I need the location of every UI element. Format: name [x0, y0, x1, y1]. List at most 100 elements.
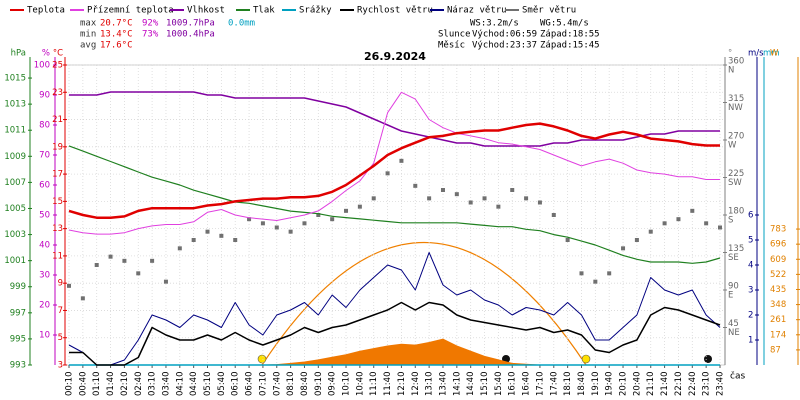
direction-point — [136, 271, 141, 276]
y-tick-label: 25 — [52, 61, 63, 71]
y-tick-label: 1005 — [4, 204, 26, 214]
x-tick-label: 21:10 — [646, 372, 656, 397]
x-tick-label: 14:40 — [466, 372, 476, 397]
x-tick-label: 01:40 — [106, 372, 116, 397]
y-tick-label: 1001 — [4, 256, 26, 266]
x-tick-label: 23:40 — [716, 372, 726, 397]
x-tick-label: 18:40 — [577, 372, 587, 397]
stat-label: avg — [80, 41, 96, 51]
series-line — [68, 252, 721, 366]
x-tick-label: 16:40 — [522, 372, 532, 397]
y-tick-label: 70 — [39, 151, 50, 161]
y-tick-label: 45 — [728, 319, 739, 329]
y-tick-label: 20 — [39, 301, 50, 311]
x-tick-label: 19:40 — [605, 372, 615, 397]
direction-point — [704, 221, 709, 226]
y-tick-label: 315 — [728, 94, 744, 104]
y-tick-label: 4 — [748, 261, 753, 271]
direction-point — [496, 204, 501, 209]
x-tick-label: 02:10 — [120, 372, 130, 397]
direction-point — [316, 213, 321, 217]
direction-point — [108, 254, 113, 259]
series-line — [68, 91, 720, 235]
x-tick-label: 05:10 — [203, 372, 213, 397]
y-tick-label: 40 — [39, 241, 50, 251]
x-tick-label: 06:10 — [231, 372, 241, 397]
legend-label: Tlak — [253, 6, 275, 16]
series-line — [68, 122, 720, 219]
y-tick-compass: NE — [728, 328, 740, 338]
x-tick-label: 15:10 — [480, 372, 490, 397]
y-tick-label: 3 — [748, 286, 753, 296]
y-tick-label: 348 — [770, 300, 786, 310]
x-tick-label: 15:40 — [494, 372, 504, 396]
direction-point — [524, 196, 529, 201]
direction-point — [371, 196, 376, 201]
direction-point — [440, 188, 445, 192]
x-tick-label: 20:10 — [619, 372, 629, 397]
axis-title: mm — [763, 49, 780, 59]
plot-area — [64, 64, 726, 366]
series-line — [69, 301, 721, 366]
direction-point — [634, 238, 639, 242]
direction-point — [621, 246, 626, 251]
direction-point — [67, 283, 71, 288]
y-tick-label: 522 — [770, 270, 786, 280]
stat-value: 13.4°C — [100, 30, 133, 40]
y-tick-label: 23 — [52, 88, 63, 98]
direction-point — [676, 217, 681, 222]
direction-point — [191, 238, 196, 242]
x-tick-label: 07:40 — [272, 372, 282, 397]
direction-point — [233, 238, 238, 242]
x-tick-label: 11:40 — [383, 372, 393, 397]
y-tick-label: 1011 — [4, 126, 26, 136]
y-tick-label: 1003 — [4, 230, 26, 240]
direction-point — [247, 217, 252, 222]
axis-title: W — [770, 49, 779, 59]
x-tick-label: 19:10 — [591, 372, 601, 397]
x-tick-label: 12:40 — [411, 372, 421, 397]
axis-title: % — [42, 49, 50, 59]
y-tick-label: 10 — [39, 331, 50, 341]
direction-point — [302, 221, 307, 226]
y-tick-compass: S — [728, 216, 733, 226]
x-tick-label: 08:10 — [286, 372, 296, 397]
y-tick-label: 30 — [39, 271, 50, 281]
chart-title: 26.9.2024 — [364, 50, 426, 63]
direction-point — [565, 238, 570, 242]
axis-title: ° — [728, 49, 732, 59]
y-tick-label: 999 — [10, 282, 26, 292]
direction-point — [551, 213, 556, 217]
direction-point — [454, 192, 459, 197]
y-tick-compass: SE — [728, 253, 739, 263]
x-tick-label: 20:40 — [632, 372, 642, 397]
y-tick-label: 17 — [52, 170, 63, 180]
y-tick-label: 9 — [58, 279, 63, 289]
stat-value: 20.7°C — [100, 19, 133, 29]
direction-point — [163, 279, 168, 284]
direction-point — [177, 246, 182, 251]
direction-point — [510, 188, 515, 192]
direction-point — [150, 258, 155, 263]
x-tick-label: 16:10 — [508, 372, 518, 397]
y-tick-label: 1 — [748, 336, 753, 346]
x-tick-label: 01:10 — [92, 372, 102, 397]
legend-label: Směr větru — [522, 6, 576, 16]
y-tick-label: 1015 — [4, 74, 26, 84]
x-tick-label: 18:10 — [563, 372, 573, 397]
direction-point — [690, 208, 695, 213]
y-tick-label: 87 — [770, 345, 781, 355]
y-tick-label: 696 — [770, 240, 786, 250]
y-tick-label: 90 — [39, 91, 50, 101]
sun-arc — [261, 242, 587, 366]
y-tick-label: 7 — [58, 306, 63, 316]
y-tick-label: 435 — [770, 285, 786, 295]
x-tick-label: 09:10 — [314, 372, 324, 397]
stat-value: 92% — [142, 19, 159, 29]
x-tick-label: 04:10 — [175, 372, 185, 397]
direction-point — [718, 225, 722, 230]
direction-point — [274, 225, 279, 230]
stat-label: max — [80, 19, 97, 29]
y-tick-label: 90 — [728, 282, 739, 292]
